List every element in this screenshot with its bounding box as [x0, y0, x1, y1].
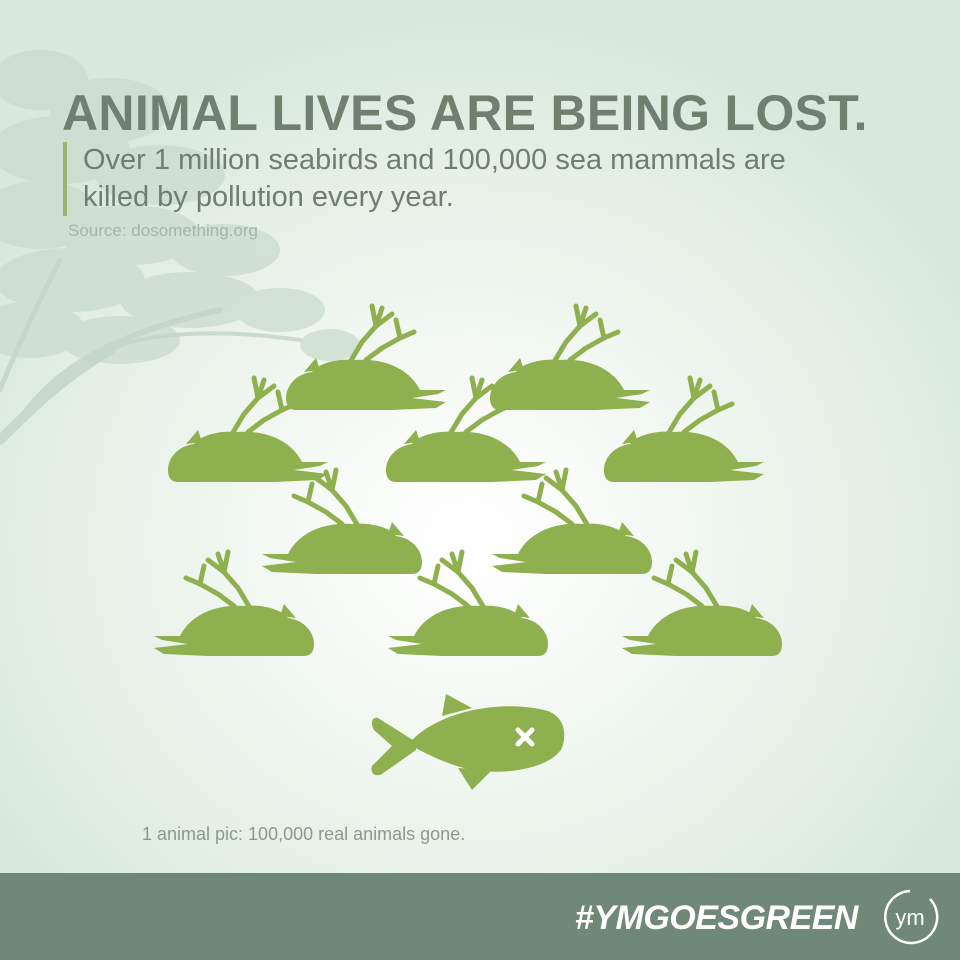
dead-fish-icon: [371, 694, 565, 790]
hashtag-label: #YMGOESGREEN: [574, 899, 859, 937]
page-title: ANIMAL LIVES ARE BEING LOST.: [62, 85, 868, 141]
bird-icon-7: [492, 470, 652, 574]
subtitle-line-2: killed by pollution every year.: [83, 181, 454, 213]
ym-logo-icon: ym: [884, 889, 939, 945]
bird-icon-6: [262, 470, 422, 574]
scale-caption: 1 animal pic: 100,000 real animals gone.: [142, 824, 466, 844]
footer-band: #YMGOESGREEN ym: [0, 873, 960, 960]
source-citation: Source: dosomething.org: [68, 221, 258, 240]
bird-icon-1: [286, 306, 446, 410]
logo-text: ym: [895, 905, 924, 930]
subtitle-block: Over 1 million seabirds and 100,000 sea …: [63, 142, 943, 216]
subtitle-line-1: Over 1 million seabirds and 100,000 sea …: [83, 144, 786, 176]
bird-icon-2: [490, 306, 650, 410]
subtitle-text: Over 1 million seabirds and 100,000 sea …: [83, 142, 943, 216]
